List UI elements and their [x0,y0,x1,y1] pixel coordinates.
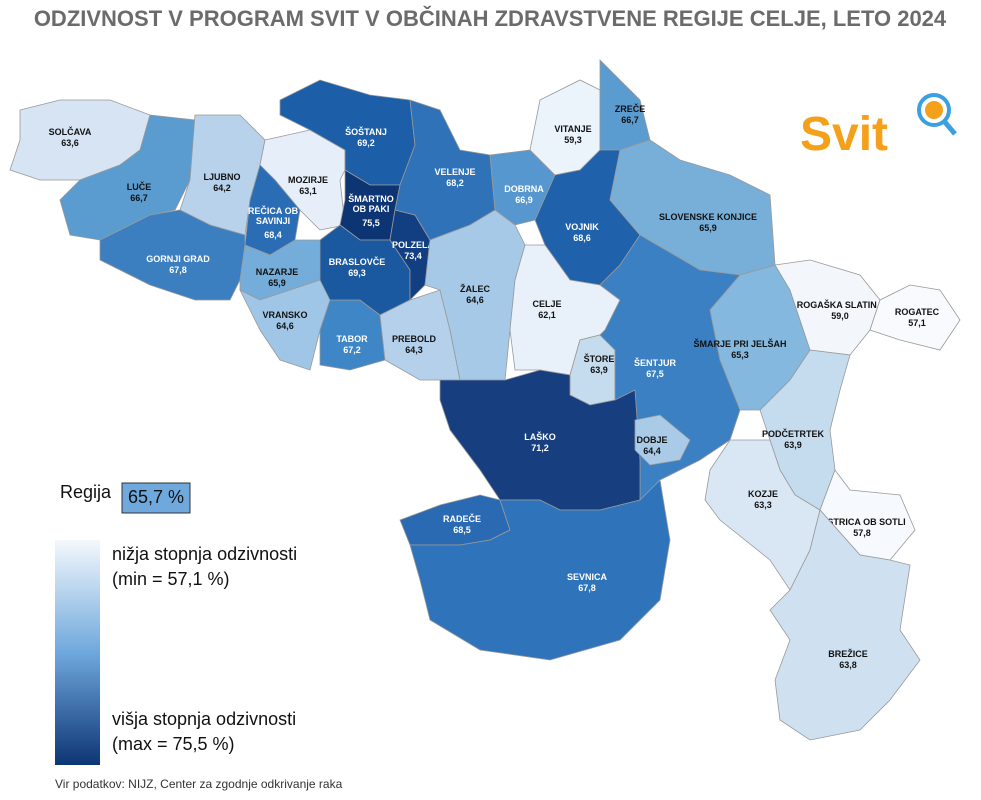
region-value: 71,2 [531,443,549,453]
region-name: ŠMARJE PRI JELŠAH [693,338,786,349]
legend-low: nižja stopnja odzivnosti [112,544,297,564]
region-name: VOJNIK [565,222,599,232]
region [99,209,246,301]
region-name: LJUBNO [203,172,240,182]
legend-low-note: (min = 57,1 %) [112,569,230,589]
region-value: 63,6 [61,138,79,148]
region [634,414,691,466]
region-name: ŠENTJUR [634,357,677,368]
region-value: 64,3 [405,345,423,355]
region-name: ROGATEC [895,307,940,317]
region-value: 64,6 [276,321,294,331]
region-name: ŠOŠTANJ [345,126,387,137]
legend-scale [55,540,100,765]
region-name: POLZELA [392,240,434,250]
region [409,479,671,661]
region-label: Regija [60,482,112,502]
region-value: 69,3 [348,268,366,278]
region-name: KOZJE [748,489,778,499]
region-name: BREŽICE [828,648,868,659]
region-name: SEVNICA [567,572,608,582]
region-value: 68,2 [446,178,464,188]
region-name: SOLČAVA [49,126,92,137]
logo: Svit [800,93,957,161]
region-value: 59,0 [831,311,849,321]
region-name: TABOR [336,334,368,344]
region-value: 67,8 [169,265,187,275]
region-value: 64,4 [643,446,661,456]
logo-text: Svit [800,108,888,161]
region-value: 64,6 [466,295,484,305]
region-value: 68,6 [573,233,591,243]
region-value: 64,2 [213,183,231,193]
region-name: VELENJE [434,167,475,177]
region [869,284,961,351]
title: ODZIVNOST V PROGRAM SVIT V OBČINAH ZDRAV… [34,6,947,31]
region-name: VITANJE [554,124,591,134]
region-value: 66,9 [515,195,533,205]
region-name: LUČE [127,181,152,192]
region-value: 73,4 [404,251,422,261]
region-name: ŠMARTNO [348,193,394,204]
region-value: 57,8 [853,528,871,538]
legend-high: višja stopnja odzivnosti [112,709,296,729]
region-value: 67,5 [646,369,664,379]
region-name: PODČETRTEK [762,428,825,439]
region-name: GORNJI GRAD [146,254,210,264]
region-name: RADEČE [443,513,481,524]
region-name: DOBJE [636,435,667,445]
logo-lens [917,93,951,127]
region-value: 67,8 [578,583,596,593]
region-name: ROGAŠKA SLATINA [797,299,884,310]
logo-dot [925,101,943,119]
source: Vir podatkov: NIJZ, Center za zgodnje od… [55,777,343,791]
region-name: BISTRICA OB SOTLI [818,517,905,527]
region-value: 62,1 [538,310,556,320]
region-value: 63,9 [784,440,802,450]
region-box [121,482,191,514]
region-value: 63,8 [839,660,857,670]
region-name: ŽALEC [460,283,490,294]
region-value: 65,9 [699,223,717,233]
region-name: OB PAKI [353,204,390,214]
region-value: 59,3 [564,135,582,145]
region-name: SLOVENSKE KONJICE [659,212,757,222]
region-name: REČICA OB [248,205,299,216]
region-value: 66,7 [130,193,148,203]
region-name: ŠTORE [584,353,615,364]
region-value: 68,4 [264,230,282,240]
region-name: BRASLOVČE [329,256,386,267]
region-value: 65,3 [731,350,749,360]
region [179,114,266,236]
map: SOLČAVA63,6LUČE66,7LJUBNO64,2MOZIRJE63,1… [9,59,961,741]
region-value: 63,1 [299,186,317,196]
region [769,509,921,741]
region-name: DOBRNA [504,184,544,194]
region-value: 65,7 % [128,487,184,507]
region-name: ZREČE [615,103,646,114]
region [439,369,641,511]
region-name: CELJE [532,299,561,309]
region-value: 67,2 [343,345,361,355]
region-name: PREBOLD [392,334,437,344]
region-name: MOZIRJE [288,175,328,185]
logo-handle [942,119,957,136]
region-value: 69,2 [357,138,375,148]
region-value: 63,3 [754,500,772,510]
region-value: 68,5 [453,525,471,535]
region-name: NAZARJE [256,267,299,277]
region-name: VRANSKO [262,310,307,320]
region-name: SAVINJI [256,216,290,226]
legend-high-note: (max = 75,5 %) [112,734,235,754]
region-value: 66,7 [621,115,639,125]
region-value: 75,5 [362,218,380,228]
region-value: 65,9 [268,278,286,288]
region-value: 63,9 [590,365,608,375]
region-name: LAŠKO [524,431,556,442]
region-value: 57,1 [908,318,926,328]
